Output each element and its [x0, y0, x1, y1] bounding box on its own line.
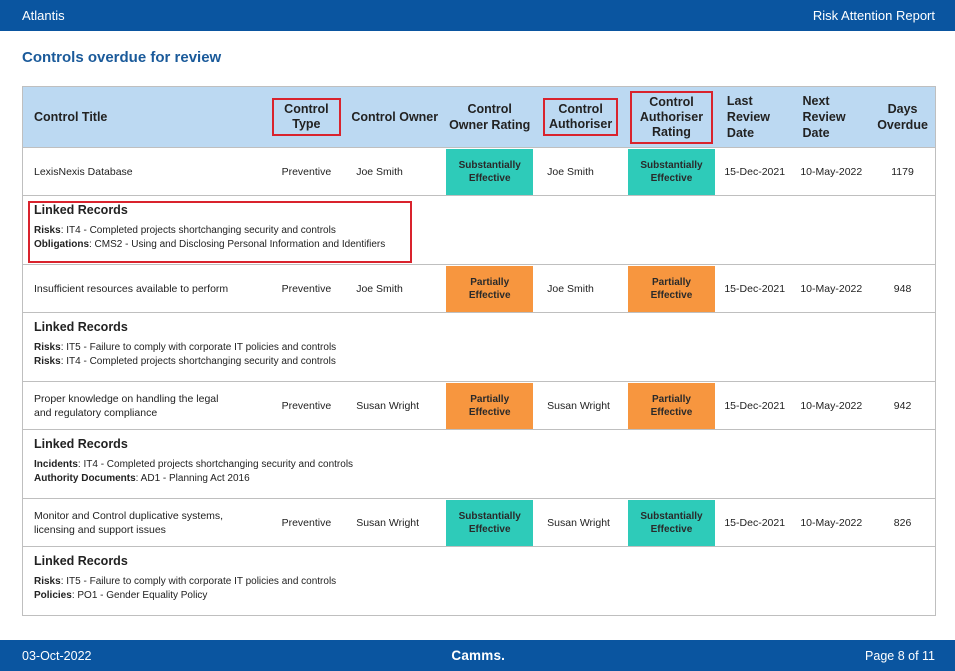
linked-records: Linked Records Risks: IT5 - Failure to c…	[23, 313, 935, 381]
col-control-authoriser: Control Authoriser	[535, 86, 627, 148]
authoriser-rating-badge: Partially Effective	[627, 382, 715, 429]
report-name: Risk Attention Report	[812, 8, 935, 23]
table-row: LexisNexis Database Preventive Joe Smith…	[22, 147, 936, 196]
control-owner: Susan Wright	[345, 381, 445, 430]
brand-logo: Camms.	[451, 648, 506, 663]
next-review-date: 10-May-2022	[792, 381, 871, 430]
col-authoriser-rating: Control Authoriser Rating	[626, 86, 717, 148]
table-row: Insufficient resources available to perf…	[22, 264, 936, 313]
control-type: Preventive	[267, 147, 346, 196]
highlight-box-authoriser-rating: Control Authoriser Rating	[630, 90, 713, 144]
linked-records-row: Linked Records Risks: IT5 - Failure to c…	[22, 312, 936, 382]
control-type: Preventive	[267, 381, 346, 430]
control-type: Preventive	[267, 264, 346, 313]
last-review-date: 15-Dec-2021	[716, 381, 793, 430]
report-footer-bar: 03-Oct-2022 Camms. Page 8 of 11	[0, 640, 955, 671]
highlight-box-authoriser: Control Authoriser	[542, 98, 619, 136]
control-title: Insufficient resources available to perf…	[22, 264, 268, 313]
authoriser-rating-badge: Partially Effective	[627, 265, 715, 312]
days-overdue: 942	[870, 381, 936, 430]
linked-records: Linked Records Incidents: IT4 - Complete…	[23, 430, 935, 498]
table-header-row: Control Title Control Type Control Owner…	[22, 86, 936, 148]
next-review-date: 10-May-2022	[792, 264, 871, 313]
control-authoriser: Susan Wright	[535, 498, 627, 547]
table-row: Proper knowledge on handling the legal an…	[22, 381, 936, 430]
linked-records-row: Linked Records Risks: IT5 - Failure to c…	[22, 546, 936, 616]
linked-records: Linked Records Risks: IT4 - Completed pr…	[23, 196, 935, 264]
control-title: Monitor and Control duplicative systems,…	[22, 498, 268, 547]
linked-record: Risks: IT4 - Completed projects shortcha…	[34, 355, 336, 367]
page-title: Controls overdue for review	[22, 49, 222, 66]
control-owner: Susan Wright	[345, 498, 445, 547]
linked-record: Risks: IT4 - Completed projects shortcha…	[34, 225, 336, 236]
authoriser-rating-badge: Substantially Effective	[627, 148, 715, 195]
linked-records-heading: Linked Records	[34, 554, 128, 568]
next-review-date: 10-May-2022	[792, 147, 871, 196]
authoriser-rating-badge: Substantially Effective	[627, 499, 715, 546]
control-authoriser: Susan Wright	[535, 381, 627, 430]
control-title: Proper knowledge on handling the legal an…	[22, 381, 268, 430]
owner-rating-badge: Partially Effective	[446, 382, 534, 429]
col-control-type: Control Type	[267, 86, 346, 148]
report-header-bar: Atlantis Risk Attention Report	[0, 0, 955, 31]
control-authoriser: Joe Smith	[535, 147, 627, 196]
col-owner-rating: Control Owner Rating	[444, 86, 536, 148]
last-review-date: 15-Dec-2021	[716, 264, 793, 313]
last-review-date: 15-Dec-2021	[716, 498, 793, 547]
linked-record: Risks: IT5 - Failure to comply with corp…	[34, 342, 337, 353]
owner-rating-badge: Substantially Effective	[446, 499, 534, 546]
linked-records-row: Linked Records Incidents: IT4 - Complete…	[22, 429, 936, 499]
linked-record: Policies: PO1 - Gender Equality Policy	[34, 589, 208, 601]
app-name: Atlantis	[22, 8, 65, 23]
table-row: Monitor and Control duplicative systems,…	[22, 498, 936, 547]
col-control-title: Control Title	[22, 86, 268, 148]
last-review-date: 15-Dec-2021	[716, 147, 793, 196]
linked-record: Risks: IT5 - Failure to comply with corp…	[34, 576, 337, 587]
linked-record: Authority Documents: AD1 - Planning Act …	[34, 472, 250, 484]
col-last-review: Last Review Date	[716, 86, 793, 148]
col-control-owner: Control Owner	[345, 86, 445, 148]
control-title: LexisNexis Database	[22, 147, 268, 196]
days-overdue: 1179	[870, 147, 936, 196]
days-overdue: 826	[870, 498, 936, 547]
control-type: Preventive	[267, 498, 346, 547]
linked-record: Incidents: IT4 - Completed projects shor…	[34, 459, 354, 470]
linked-records: Linked Records Risks: IT5 - Failure to c…	[23, 547, 935, 615]
col-next-review: Next Review Date	[792, 86, 871, 148]
control-authoriser: Joe Smith	[535, 264, 627, 313]
report-date: 03-Oct-2022	[22, 648, 92, 663]
owner-rating-badge: Partially Effective	[446, 265, 534, 312]
linked-records-heading: Linked Records	[34, 437, 128, 451]
linked-record: Obligations: CMS2 - Using and Disclosing…	[34, 238, 386, 250]
owner-rating-badge: Substantially Effective	[446, 148, 534, 195]
page-indicator: Page 8 of 11	[865, 648, 935, 663]
control-owner: Joe Smith	[345, 264, 445, 313]
linked-records-row: Linked Records Risks: IT4 - Completed pr…	[22, 195, 936, 265]
linked-records-heading: Linked Records	[34, 320, 128, 334]
control-owner: Joe Smith	[345, 147, 445, 196]
linked-records-heading: Linked Records	[34, 203, 128, 217]
highlight-box-control-type: Control Type	[271, 98, 342, 136]
next-review-date: 10-May-2022	[792, 498, 871, 547]
col-days-overdue: Days Overdue	[870, 86, 936, 148]
controls-table: Control Title Control Type Control Owner…	[22, 86, 936, 616]
days-overdue: 948	[870, 264, 936, 313]
